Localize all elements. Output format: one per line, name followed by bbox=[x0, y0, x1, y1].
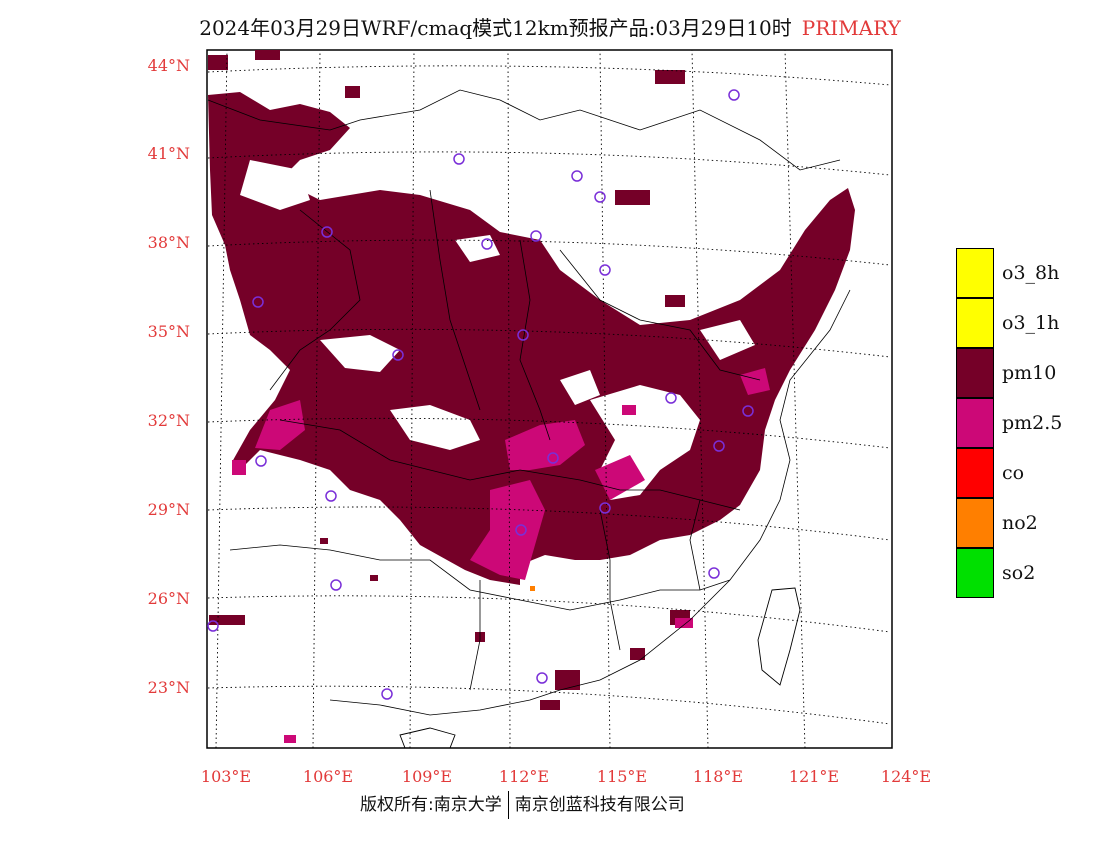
legend-label: pm10 bbox=[1002, 362, 1057, 384]
station-marker bbox=[530, 230, 542, 242]
station-marker bbox=[325, 490, 337, 502]
station-marker bbox=[742, 405, 754, 417]
copyright-left: 版权所有:南京大学 bbox=[360, 795, 502, 815]
legend-label: o3_1h bbox=[1002, 312, 1060, 334]
legend-item-o3-1h: o3_1h bbox=[956, 298, 1096, 348]
legend-item-so2: so2 bbox=[956, 548, 1096, 598]
lat-label: 41°N bbox=[148, 144, 190, 163]
lat-label: 44°N bbox=[148, 56, 190, 75]
hainan-outline bbox=[399, 727, 456, 749]
station-marker bbox=[708, 567, 720, 579]
station-marker bbox=[207, 620, 219, 632]
lon-label: 124°E bbox=[881, 767, 931, 786]
lat-label: 35°N bbox=[148, 322, 190, 341]
pm10-region-main bbox=[208, 92, 855, 585]
station-marker bbox=[453, 153, 465, 165]
station-marker bbox=[255, 455, 267, 467]
pm25-region-4 bbox=[595, 455, 645, 500]
lon-label: 112°E bbox=[499, 767, 549, 786]
lon-label: 109°E bbox=[402, 767, 452, 786]
station-marker bbox=[571, 170, 583, 182]
legend-swatch bbox=[956, 298, 994, 348]
lon-label: 106°E bbox=[303, 767, 353, 786]
legend-swatch bbox=[956, 398, 994, 448]
lon-label: 103°E bbox=[201, 767, 251, 786]
station-marker bbox=[517, 329, 529, 341]
station-marker bbox=[330, 579, 342, 591]
legend-swatch bbox=[956, 248, 994, 298]
station-marker bbox=[665, 392, 677, 404]
legend-item-pm25: pm2.5 bbox=[956, 398, 1096, 448]
title-text: 2024年03月29日WRF/cmaq模式12km预报产品:03月29日10时 bbox=[199, 16, 792, 40]
station-marker bbox=[728, 89, 740, 101]
station-marker bbox=[515, 524, 527, 536]
pm25-region-3 bbox=[255, 400, 305, 450]
map-title: 2024年03月29日WRF/cmaq模式12km预报产品:03月29日10时 P… bbox=[0, 12, 1100, 41]
lon-label: 115°E bbox=[597, 767, 647, 786]
latitude-labels: 44°N 41°N 38°N 35°N 32°N 29°N 26°N 23°N bbox=[148, 56, 190, 697]
legend-label: o3_8h bbox=[1002, 262, 1060, 284]
monitoring-stations bbox=[207, 89, 754, 700]
lat-label: 32°N bbox=[148, 411, 190, 430]
pm25-region-2 bbox=[505, 420, 585, 470]
lon-label: 121°E bbox=[789, 767, 839, 786]
primary-label: PRIMARY bbox=[801, 16, 901, 40]
clear-area-6 bbox=[700, 320, 755, 360]
copyright-right: 南京创蓝科技有限公司 bbox=[514, 795, 685, 815]
station-marker bbox=[392, 349, 404, 361]
legend-item-pm10: pm10 bbox=[956, 348, 1096, 398]
lat-label: 29°N bbox=[148, 500, 190, 519]
station-marker bbox=[381, 688, 393, 700]
station-marker bbox=[599, 264, 611, 276]
pollutant-legend: o3_8h o3_1h pm10 pm2.5 co no2 so2 bbox=[956, 248, 1096, 598]
legend-label: no2 bbox=[1002, 512, 1038, 534]
clear-area-4 bbox=[240, 160, 310, 210]
pm25-region-5 bbox=[740, 368, 770, 395]
taiwan-outline bbox=[757, 587, 801, 686]
pm25-region-1 bbox=[470, 480, 545, 580]
station-marker bbox=[481, 238, 493, 250]
station-marker bbox=[321, 226, 333, 238]
clear-area-1 bbox=[320, 335, 400, 372]
station-marker bbox=[599, 502, 611, 514]
footer-divider bbox=[507, 791, 509, 819]
legend-label: pm2.5 bbox=[1002, 412, 1063, 434]
lat-label: 38°N bbox=[148, 233, 190, 252]
legend-label: so2 bbox=[1002, 562, 1036, 584]
clear-area-2 bbox=[390, 405, 480, 450]
legend-label: co bbox=[1002, 462, 1025, 484]
longitude-labels: 103°E 106°E 109°E 112°E 115°E 118°E 121°… bbox=[201, 767, 931, 786]
lat-label: 26°N bbox=[148, 589, 190, 608]
lon-label: 118°E bbox=[693, 767, 743, 786]
station-marker bbox=[536, 672, 548, 684]
legend-swatch bbox=[956, 448, 994, 498]
legend-swatch bbox=[956, 548, 994, 598]
station-marker bbox=[594, 191, 606, 203]
pollution-layer bbox=[208, 50, 855, 743]
station-marker bbox=[547, 452, 559, 464]
province-borders bbox=[207, 89, 851, 716]
clear-area-5 bbox=[560, 370, 600, 405]
legend-swatch bbox=[956, 498, 994, 548]
legend-item-no2: no2 bbox=[956, 498, 1096, 548]
graticule bbox=[207, 49, 891, 749]
legend-item-o3-8h: o3_8h bbox=[956, 248, 1096, 298]
legend-item-co: co bbox=[956, 448, 1096, 498]
clear-area-7 bbox=[455, 235, 500, 262]
station-marker bbox=[713, 440, 725, 452]
copyright-footer: 版权所有:南京大学 南京创蓝科技有限公司 bbox=[360, 790, 685, 819]
lat-label: 23°N bbox=[148, 678, 190, 697]
legend-swatch bbox=[956, 348, 994, 398]
station-marker bbox=[252, 296, 264, 308]
